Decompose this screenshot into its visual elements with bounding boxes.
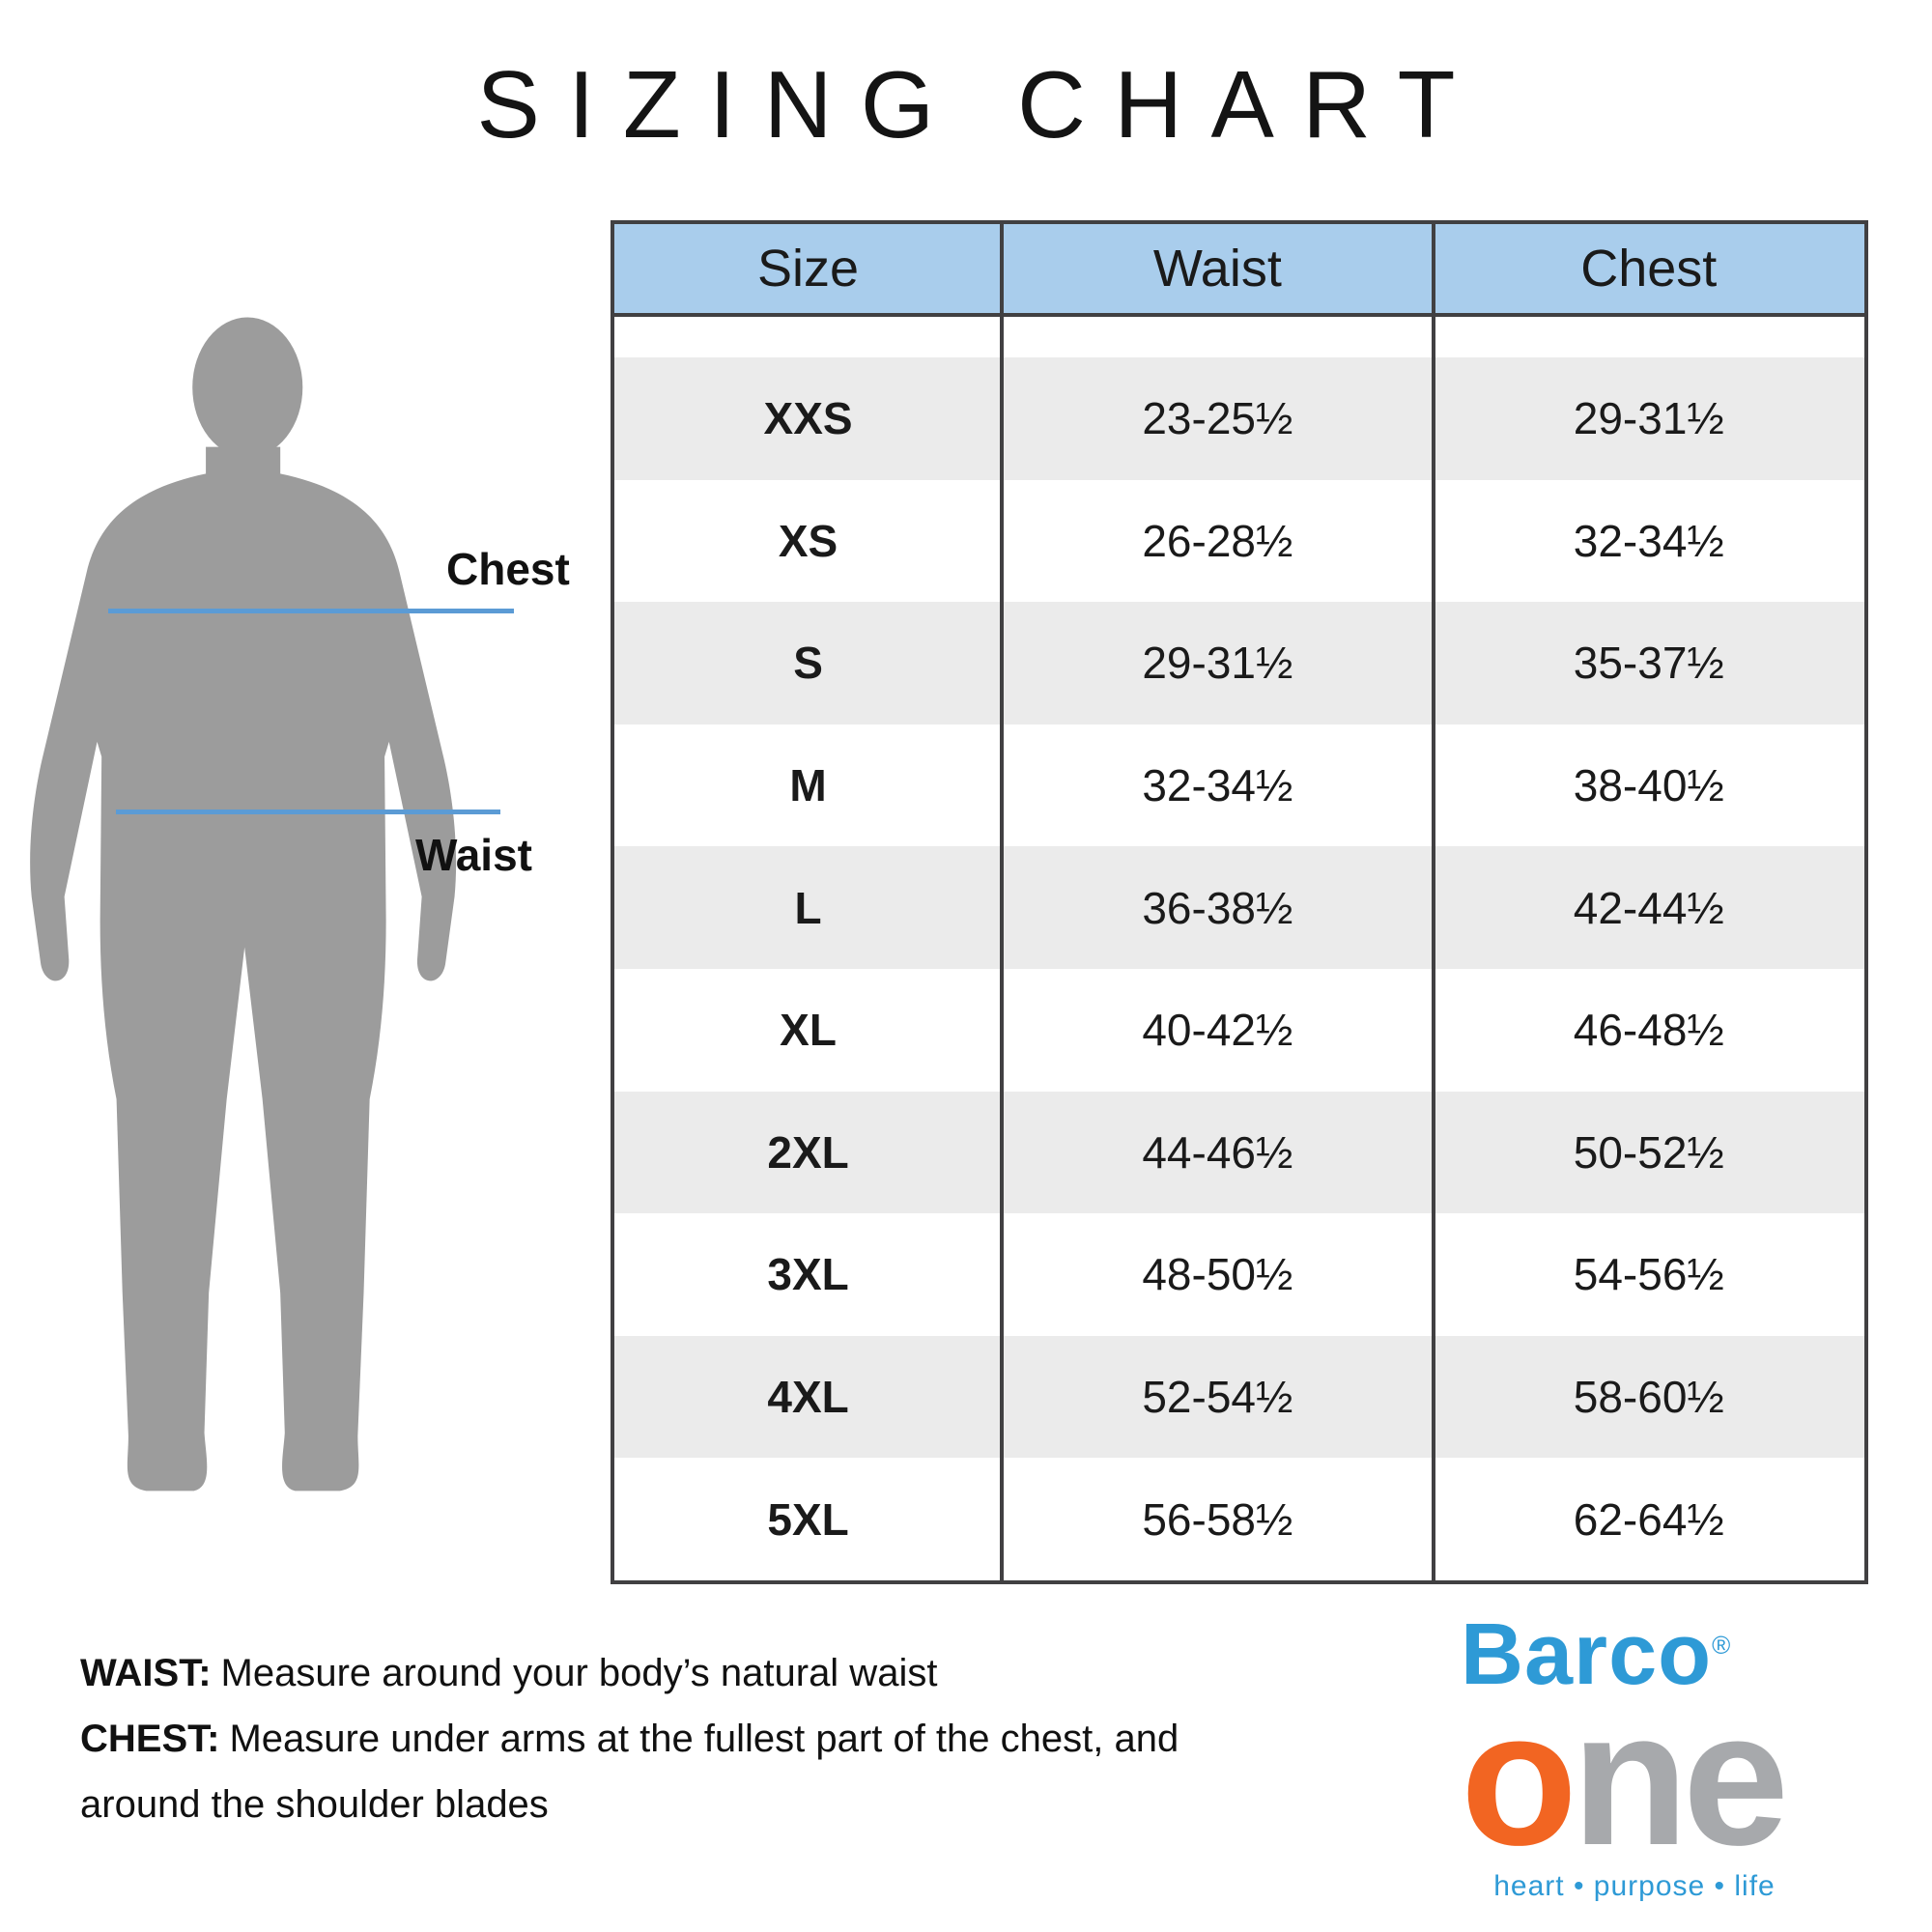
table-row: XL 40-42½ 46-48½ [614, 969, 1864, 1092]
chest-cell: 42-44½ [1573, 882, 1724, 933]
barco-one-logo: Barco® one heart • purpose • life [1461, 1611, 1818, 1903]
table-spacer-row [614, 317, 1864, 357]
header-chest: Chest [1580, 240, 1718, 298]
table-body: XXS 23-25½ 29-31½ XS 26-28½ 32-34½ S 29-… [614, 357, 1864, 1580]
chest-cell: 62-64½ [1573, 1493, 1724, 1545]
waist-cell: 48-50½ [1142, 1249, 1293, 1300]
registered-trademark-icon: ® [1712, 1631, 1732, 1660]
size-cell: XXS [763, 393, 853, 444]
waist-note: WAIST: Measure around your body’s natural… [80, 1640, 1201, 1706]
size-cell: M [789, 760, 827, 811]
chest-cell: 50-52½ [1573, 1126, 1724, 1178]
page-title: SIZING CHART [476, 51, 1484, 157]
waist-cell: 52-54½ [1142, 1372, 1293, 1423]
column-divider [1431, 224, 1435, 1580]
waist-cell: 44-46½ [1142, 1126, 1293, 1178]
table-row: XXS 23-25½ 29-31½ [614, 357, 1864, 480]
waist-cell: 36-38½ [1142, 882, 1293, 933]
size-cell: 3XL [767, 1249, 849, 1300]
chest-label: Chest [446, 544, 570, 594]
logo-tagline: heart • purpose • life [1493, 1870, 1776, 1903]
size-cell: XS [778, 515, 838, 566]
waist-cell: 29-31½ [1142, 638, 1293, 689]
waist-note-text: Measure around your body’s natural waist [220, 1652, 938, 1694]
size-cell: XL [780, 1005, 837, 1056]
logo-one-ne: ne [1571, 1671, 1789, 1885]
waist-cell: 32-34½ [1142, 760, 1293, 811]
waist-measure-line [116, 810, 500, 814]
chest-cell: 35-37½ [1573, 638, 1724, 689]
logo-one-wordmark: one [1461, 1683, 1818, 1874]
header-size: Size [757, 240, 860, 298]
person-silhouette-icon [30, 317, 457, 1492]
size-cell: 2XL [767, 1126, 849, 1178]
chest-measure-line [108, 609, 514, 613]
table-row: 5XL 56-58½ 62-64½ [614, 1458, 1864, 1580]
chest-cell: 38-40½ [1573, 760, 1724, 811]
waist-label: Waist [415, 830, 532, 880]
measurement-notes: WAIST: Measure around your body’s natural… [80, 1640, 1201, 1837]
table-row: 4XL 52-54½ 58-60½ [614, 1335, 1864, 1459]
size-cell: 5XL [767, 1493, 849, 1545]
header-waist: Waist [1152, 240, 1282, 298]
chest-cell: 32-34½ [1573, 515, 1724, 566]
table-header-row: Size Waist Chest [614, 224, 1864, 317]
chest-cell: 58-60½ [1573, 1372, 1724, 1423]
chest-cell: 29-31½ [1573, 393, 1724, 444]
chest-note-text: Measure under arms at the fullest part o… [80, 1718, 1179, 1826]
size-cell: L [794, 882, 822, 933]
table-row: L 36-38½ 42-44½ [614, 846, 1864, 969]
logo-barco-text: Barco [1461, 1606, 1713, 1703]
size-cell: 4XL [767, 1372, 849, 1423]
sizing-table: Size Waist Chest XXS 23-25½ 29-31½ XS 26… [611, 220, 1868, 1584]
size-cell: S [793, 638, 823, 689]
table-row: S 29-31½ 35-37½ [614, 602, 1864, 724]
table-row: XS 26-28½ 32-34½ [614, 480, 1864, 603]
chest-note-label: CHEST: [80, 1718, 220, 1760]
waist-note-label: WAIST: [80, 1652, 212, 1694]
waist-cell: 26-28½ [1142, 515, 1293, 566]
waist-cell: 23-25½ [1142, 393, 1293, 444]
chest-cell: 46-48½ [1573, 1005, 1724, 1056]
table-row: 2XL 44-46½ 50-52½ [614, 1091, 1864, 1214]
body-silhouette-figure [24, 309, 560, 1502]
logo-one-o: o [1461, 1671, 1577, 1885]
table-row: 3XL 48-50½ 54-56½ [614, 1213, 1864, 1336]
table-row: M 32-34½ 38-40½ [614, 724, 1864, 847]
chest-cell: 54-56½ [1573, 1249, 1724, 1300]
column-divider [1000, 224, 1005, 1580]
waist-cell: 40-42½ [1142, 1005, 1293, 1056]
waist-cell: 56-58½ [1142, 1493, 1293, 1545]
logo-brand-name: Barco® [1461, 1611, 1818, 1698]
chest-note: CHEST: Measure under arms at the fullest … [80, 1706, 1201, 1837]
